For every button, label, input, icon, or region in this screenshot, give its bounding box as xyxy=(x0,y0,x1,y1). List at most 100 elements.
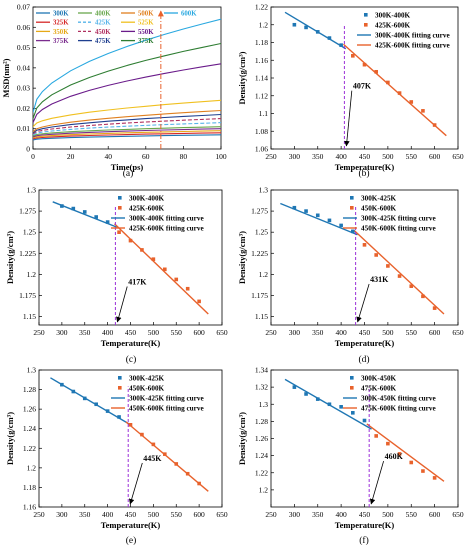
transition-arrow xyxy=(356,283,370,323)
y-tick-label: 1.3 xyxy=(27,366,37,375)
legend-label: 450K-600K xyxy=(129,385,165,393)
transition-label: 431K xyxy=(370,275,389,284)
fit-line xyxy=(342,43,447,137)
x-tick-label: 350 xyxy=(312,510,324,519)
y-tick-label: 1.28 xyxy=(255,417,268,426)
y-tick-label: 1.275 xyxy=(251,207,268,216)
data-point xyxy=(315,213,320,218)
legend-marker xyxy=(350,196,354,200)
data-point xyxy=(105,220,110,224)
x-tick-label: 300 xyxy=(289,328,301,337)
x-tick-label: 550 xyxy=(171,328,183,337)
x-tick-label: 60 xyxy=(142,152,150,161)
data-point xyxy=(304,209,308,213)
y-axis-label: Density(g/cm³) xyxy=(237,51,247,104)
x-tick-label: 450 xyxy=(359,152,371,161)
x-tick-label: 600 xyxy=(429,328,441,337)
legend-marker xyxy=(364,13,368,17)
legend-marker xyxy=(350,206,354,210)
data-point xyxy=(351,54,355,58)
data-point xyxy=(292,385,297,389)
data-point xyxy=(409,100,414,104)
y-tick-label: 1.2 xyxy=(259,270,269,279)
data-point xyxy=(185,286,190,291)
x-tick-label: 350 xyxy=(312,152,324,161)
legend-label: 450K-600K fitting curve xyxy=(361,225,436,233)
panel-label: (c) xyxy=(126,354,137,365)
data-point xyxy=(197,481,201,486)
y-tick-label: 1.25 xyxy=(23,228,36,237)
panel-label: (f) xyxy=(359,535,369,546)
data-point xyxy=(71,206,76,211)
legend-label: 450K-600K xyxy=(361,205,397,213)
x-tick-label: 300 xyxy=(289,152,301,161)
panel-label: (b) xyxy=(358,168,369,179)
y-tick-label: 1.15 xyxy=(255,312,268,321)
legend-label: 425K-600K fitting curve xyxy=(375,42,450,50)
data-point xyxy=(397,274,402,278)
y-tick-label: 1.175 xyxy=(251,291,268,300)
transition-label: 407K xyxy=(353,82,372,91)
legend-label: 600K xyxy=(181,11,197,18)
legend-marker xyxy=(118,386,122,390)
x-tick-label: 100 xyxy=(215,152,227,161)
x-tick-label: 250 xyxy=(265,510,277,519)
data-point xyxy=(409,460,414,465)
y-tick-label: 0.03 xyxy=(17,84,30,93)
y-tick-label: 1.3 xyxy=(27,186,37,195)
x-tick-label: 450 xyxy=(125,328,137,337)
data-point xyxy=(432,123,437,127)
y-tick-label: 1.175 xyxy=(19,291,36,300)
data-point xyxy=(128,423,133,427)
y-tick-label: 1.28 xyxy=(23,385,36,394)
y-tick-label: 1.25 xyxy=(255,228,268,237)
y-tick-label: 1.22 xyxy=(255,3,268,12)
x-tick-label: 500 xyxy=(382,510,394,519)
transition-arrow xyxy=(344,90,353,147)
x-tick-label: 650 xyxy=(216,510,228,519)
legend-label: 300K-400K fitting curve xyxy=(375,32,450,40)
data-point xyxy=(421,469,425,473)
x-tick-label: 600 xyxy=(194,510,206,519)
y-tick-label: 1.22 xyxy=(255,468,268,477)
y-tick-label: 1.14 xyxy=(255,74,268,83)
legend-label: 525K xyxy=(138,20,154,27)
y-tick-label: 0.02 xyxy=(17,104,30,113)
y-tick-label: 1.3 xyxy=(259,400,269,409)
fit-line xyxy=(284,11,347,50)
data-point xyxy=(421,109,425,113)
data-point xyxy=(82,210,87,214)
legend-label: 300K-400K fitting curve xyxy=(129,215,204,223)
chart-panel-c: 250 300 350 400 450 500 550 600 650 1.15 1.175 1.2 1… xyxy=(5,186,228,366)
data-point xyxy=(432,476,437,480)
transition-arrow xyxy=(116,286,128,323)
x-tick-label: 250 xyxy=(33,510,45,519)
x-tick-label: 450 xyxy=(359,510,371,519)
legend-label: 300K xyxy=(53,11,69,18)
y-axis-label: Density(g/cm³) xyxy=(237,231,247,284)
y-tick-label: 1.24 xyxy=(23,424,36,433)
y-tick-label: 1.26 xyxy=(255,434,268,443)
y-axis-label: MSD(nm²) xyxy=(1,58,11,97)
data-point xyxy=(374,253,378,257)
chart-panel-e: 250 300 350 400 450 500 550 600 650 1.16 1.18 1.2 1.… xyxy=(5,366,228,547)
data-point xyxy=(117,415,121,419)
x-tick-label: 600 xyxy=(194,328,206,337)
x-tick-label: 500 xyxy=(382,152,394,161)
fit-line xyxy=(366,423,445,482)
legend-label: 300K-425K fitting curve xyxy=(361,215,436,223)
data-point xyxy=(374,434,378,438)
x-tick-label: 550 xyxy=(406,510,418,519)
x-tick-label: 300 xyxy=(56,510,68,519)
x-tick-label: 650 xyxy=(452,510,464,519)
x-tick-label: 20 xyxy=(67,152,75,161)
x-axis-label: Time(ps) xyxy=(111,162,144,172)
x-tick-label: 550 xyxy=(406,152,418,161)
x-tick-label: 450 xyxy=(125,510,137,519)
legend-label: 425K-600K xyxy=(375,22,411,30)
data-point xyxy=(362,243,367,247)
data-point xyxy=(304,25,308,30)
msd-series-line xyxy=(33,18,221,113)
x-tick-label: 650 xyxy=(452,152,464,161)
y-tick-label: 1.18 xyxy=(255,38,268,47)
